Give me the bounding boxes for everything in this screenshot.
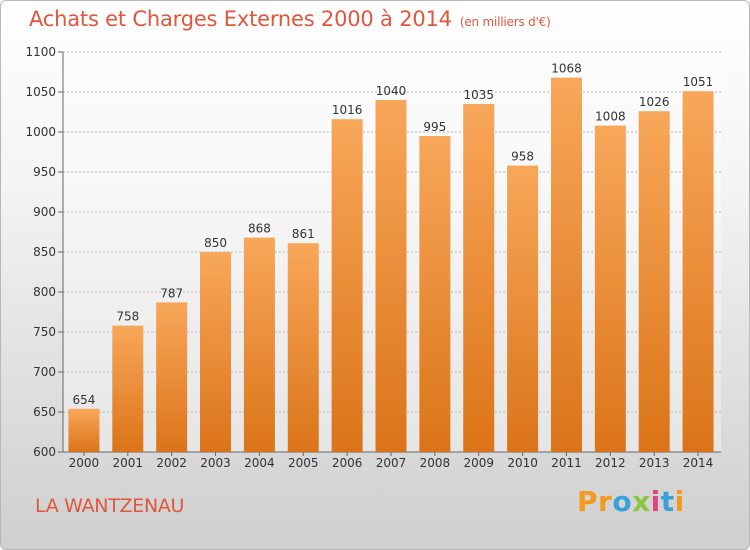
x-tick-label: 2002: [156, 456, 187, 470]
x-tick-label: 2012: [595, 456, 626, 470]
x-tick-label: 2014: [683, 456, 714, 470]
chart-title-block: Achats et Charges Externes 2000 à 2014 (e…: [29, 7, 551, 31]
x-tick-label: 2005: [288, 456, 319, 470]
logo-letter: P: [577, 485, 599, 518]
bar: [419, 136, 451, 452]
bar: [156, 302, 188, 452]
data-label: 868: [248, 222, 271, 236]
x-tick-label: 2003: [200, 456, 231, 470]
bar: [200, 252, 232, 452]
city-name: LA WANTZENAU: [35, 495, 185, 517]
bar: [287, 243, 319, 452]
data-label: 861: [292, 227, 315, 241]
data-label: 758: [116, 310, 139, 324]
data-label: 850: [204, 236, 227, 250]
y-tick-label: 750: [33, 325, 56, 339]
y-tick-label: 650: [33, 405, 56, 419]
data-label: 958: [511, 150, 534, 164]
data-label: 1040: [376, 84, 407, 98]
bar: [68, 408, 100, 452]
chart-subtitle: (en milliers d'€): [459, 15, 551, 29]
bar: [243, 237, 275, 452]
data-label: 1051: [683, 75, 714, 89]
proxiti-logo[interactable]: Proxiti: [577, 485, 685, 518]
y-tick-label: 700: [33, 365, 56, 379]
x-tick-label: 2011: [551, 456, 582, 470]
x-tick-label: 2013: [639, 456, 670, 470]
bar: [594, 125, 626, 452]
y-tick-label: 800: [33, 285, 56, 299]
data-label: 1016: [332, 103, 363, 117]
y-tick-label: 950: [33, 165, 56, 179]
y-tick-label: 850: [33, 245, 56, 259]
y-tick-label: 1050: [25, 85, 56, 99]
logo-letter: i: [674, 485, 685, 518]
chart-title: Achats et Charges Externes 2000 à 2014: [29, 7, 452, 31]
bar: [550, 77, 582, 452]
y-tick-label: 600: [33, 445, 56, 459]
logo-letter: i: [650, 485, 661, 518]
logo-letter: r: [598, 485, 613, 518]
data-label: 1068: [551, 62, 582, 76]
x-tick-label: 2001: [113, 456, 144, 470]
x-tick-label: 2007: [376, 456, 407, 470]
x-tick-label: 2010: [507, 456, 538, 470]
data-label: 1026: [639, 95, 670, 109]
x-tick-label: 2008: [420, 456, 451, 470]
x-tick-label: 2004: [244, 456, 275, 470]
logo-letter: t: [660, 485, 675, 518]
x-tick-label: 2009: [463, 456, 494, 470]
bar: [507, 165, 539, 452]
y-tick-label: 1100: [25, 45, 56, 59]
bar: [112, 325, 144, 452]
y-tick-label: 900: [33, 205, 56, 219]
bar: [375, 100, 407, 452]
data-label: 995: [423, 120, 446, 134]
bar: [638, 111, 670, 452]
data-label: 1008: [595, 110, 626, 124]
logo-letter: x: [632, 485, 651, 518]
bar: [682, 91, 714, 452]
x-tick-label: 2000: [69, 456, 100, 470]
data-label: 654: [72, 393, 95, 407]
bar: [463, 104, 495, 452]
x-tick-label: 2006: [332, 456, 363, 470]
bar: [331, 119, 363, 452]
data-label: 787: [160, 286, 183, 300]
data-label: 1035: [463, 88, 494, 102]
y-tick-label: 1000: [25, 125, 56, 139]
logo-letter: o: [612, 485, 633, 518]
